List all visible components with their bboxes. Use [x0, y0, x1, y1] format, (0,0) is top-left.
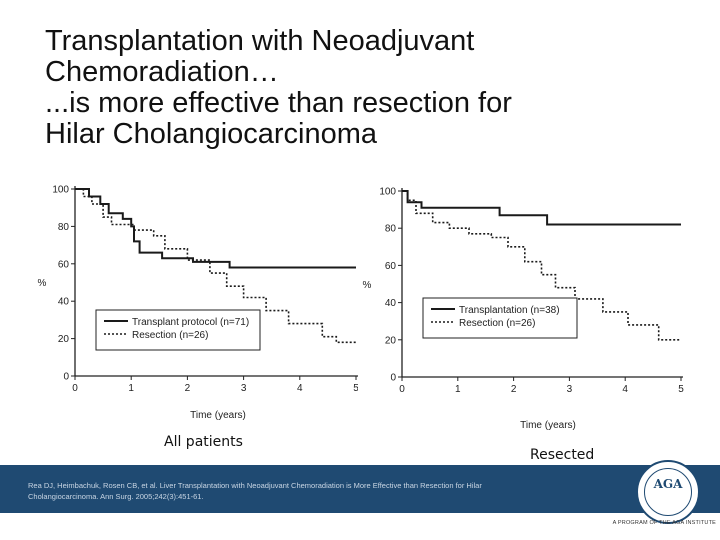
- x-tick-label: 2: [511, 384, 517, 395]
- x-tick-label: 1: [128, 383, 134, 394]
- x-axis-label: Time (years): [520, 420, 576, 431]
- legend-box: [422, 297, 578, 339]
- x-tick-label: 4: [622, 384, 628, 395]
- x-tick-label: 5: [678, 384, 684, 395]
- legend-label: Transplantation (n=38): [459, 305, 560, 316]
- survival-chart-all-patients: 0 20 40 60 80 100 0 1 2 3 4 5% Time (years) Transplan…: [38, 185, 358, 421]
- x-tick-label: 0: [72, 383, 78, 394]
- x-tick-label: 4: [297, 383, 303, 394]
- footer-bar: [0, 465, 720, 513]
- aga-tagline: A PROGRAM OF THE AGA INSTITUTE: [612, 520, 716, 526]
- y-tick-label: 20: [385, 335, 397, 346]
- x-tick-label: 3: [567, 384, 573, 395]
- y-tick-label: 60: [58, 259, 70, 270]
- y-tick-label: 60: [385, 261, 397, 272]
- x-tick-label: 5: [353, 383, 358, 394]
- y-tick-label: 100: [52, 185, 69, 196]
- x-tick-label: 0: [399, 384, 405, 395]
- legend-label: Resection (n=26): [132, 330, 208, 341]
- legend-label: Transplant protocol (n=71): [132, 317, 249, 328]
- caption-resected: Resected: [530, 447, 595, 463]
- y-tick-label: 0: [390, 373, 396, 384]
- series-line-transplant: [402, 190, 681, 226]
- seal-ring: [644, 468, 692, 516]
- y-tick-label: 0: [63, 372, 69, 383]
- x-tick-label: 1: [455, 384, 461, 395]
- title-line-3: ...is more effective than resection for: [45, 87, 512, 119]
- series-line-transplant: [75, 188, 356, 269]
- y-tick-label: 40: [385, 298, 397, 309]
- aga-seal-logo: AGA: [636, 460, 700, 524]
- seal-monogram: AGA: [653, 477, 683, 491]
- title-line-1: Transplantation with Neoadjuvant: [45, 25, 475, 57]
- slide-title: Transplantation with Neoadjuvant Chemora…: [45, 26, 685, 150]
- caption-all-patients: All patients: [164, 434, 243, 450]
- y-axis-label: %: [38, 278, 47, 289]
- series-line-resection: [75, 188, 356, 344]
- title-line-4: Hilar Cholangiocarcinoma: [45, 118, 378, 150]
- x-tick-label: 3: [241, 383, 247, 394]
- y-tick-label: 100: [379, 187, 396, 198]
- x-tick-label: 2: [185, 383, 191, 394]
- survival-chart-resected: 0 20 40 60 80 100 0 1 2 3 4 5% Time (years) Transplan…: [363, 187, 685, 432]
- citation-text: Rea DJ, Heimbachuk, Rosen CB, et al. Liv…: [28, 481, 482, 501]
- y-tick-label: 80: [58, 222, 70, 233]
- y-tick-label: 80: [385, 224, 397, 235]
- y-tick-label: 20: [58, 334, 70, 345]
- y-axis-label: %: [363, 280, 372, 291]
- series-line-resection: [402, 190, 681, 341]
- y-tick-label: 40: [58, 297, 70, 308]
- legend-box: [95, 309, 261, 351]
- title-line-2: Chemoradiation…: [45, 56, 279, 88]
- legend-label: Resection (n=26): [459, 318, 535, 329]
- x-axis-label: Time (years): [190, 410, 246, 421]
